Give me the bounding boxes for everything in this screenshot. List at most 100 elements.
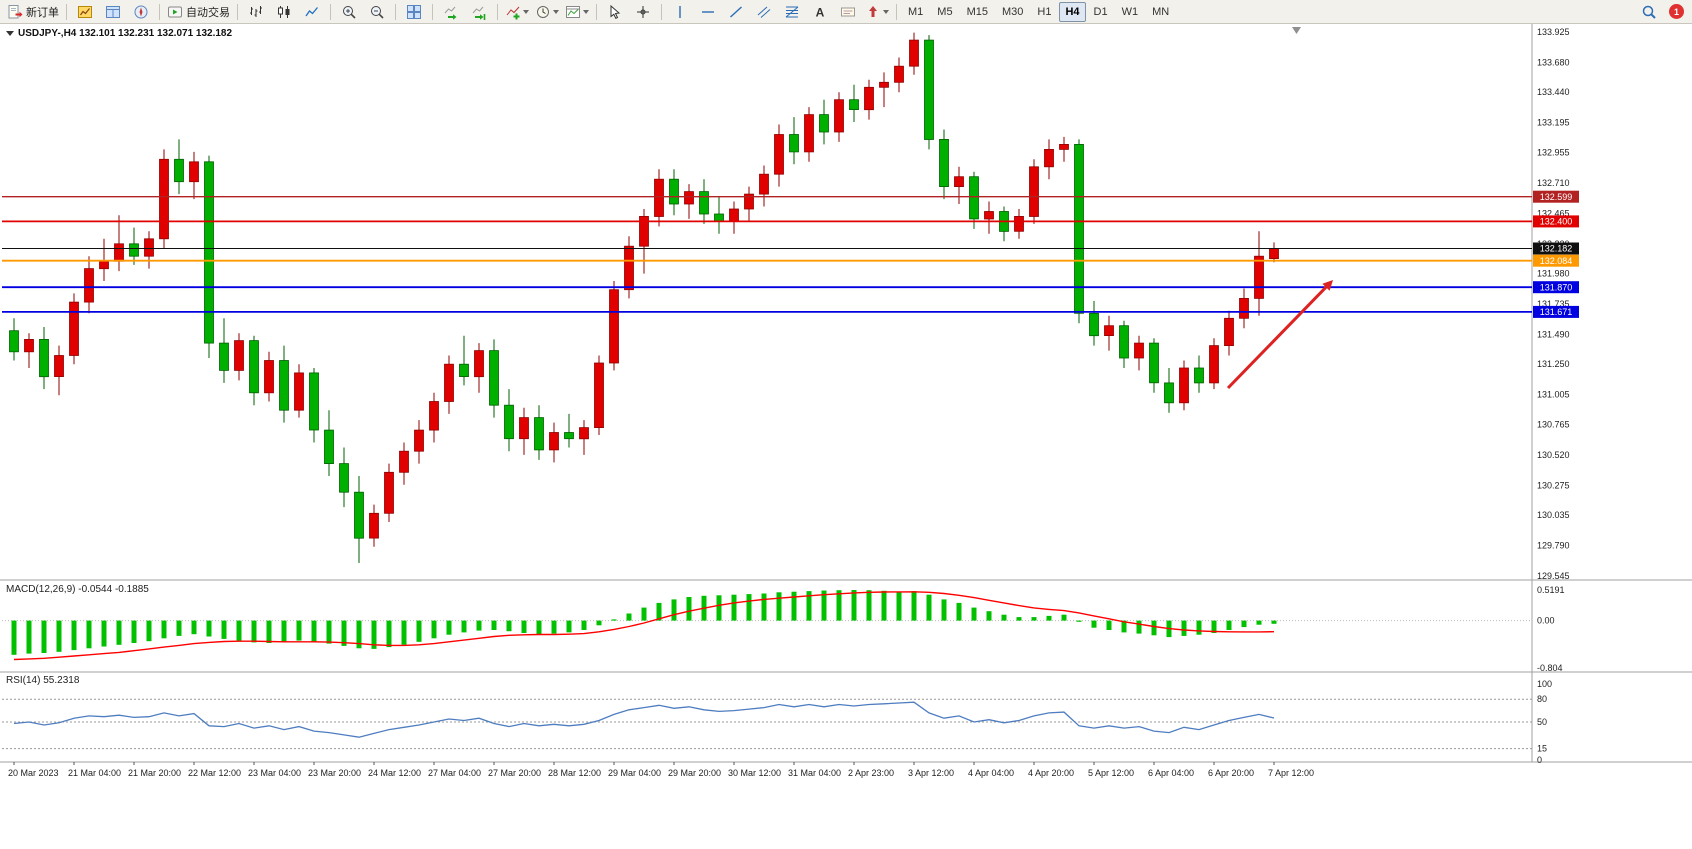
toolbar-right-group: 1 xyxy=(1635,1,1684,23)
candle-body xyxy=(324,429,334,465)
candle-body xyxy=(1269,248,1279,260)
candle-body xyxy=(39,338,49,378)
svg-text:23 Mar 20:00: 23 Mar 20:00 xyxy=(308,768,361,778)
indicators-button[interactable] xyxy=(502,1,532,23)
candle-body xyxy=(984,211,994,220)
vertical-line-button[interactable] xyxy=(666,1,694,23)
candle-body xyxy=(1194,367,1204,384)
data-window-icon xyxy=(106,5,120,18)
price-axis[interactable]: 133.925 133.680 133.440 133.195 132.955 132.7… xyxy=(1537,27,1570,581)
svg-text:133.925: 133.925 xyxy=(1537,27,1570,37)
bar-chart-icon xyxy=(250,5,262,17)
tf-d1-button[interactable]: D1 xyxy=(1093,5,1108,18)
periods-button[interactable] xyxy=(532,1,562,23)
auto-scroll-button[interactable] xyxy=(437,1,465,23)
macd-bar xyxy=(1076,620,1082,622)
tf-w1-button[interactable]: W1 xyxy=(1121,5,1139,18)
macd-bar xyxy=(71,620,77,651)
channel-button[interactable] xyxy=(750,1,778,23)
candle-body xyxy=(309,372,319,431)
tf-m1-button[interactable]: M1 xyxy=(908,5,924,18)
market-watch-button[interactable] xyxy=(71,1,99,23)
arrows-icon xyxy=(869,5,877,17)
collapse-triangle-icon[interactable] xyxy=(6,31,14,36)
candle-body xyxy=(1134,342,1144,359)
data-window-button[interactable] xyxy=(99,1,127,23)
svg-text:0: 0 xyxy=(1537,755,1542,765)
macd-bar xyxy=(971,607,977,621)
text-label-button[interactable] xyxy=(834,1,862,23)
svg-text:133.195: 133.195 xyxy=(1537,118,1570,128)
zoom-in-icon xyxy=(343,5,356,19)
templates-button[interactable] xyxy=(562,1,592,23)
horizontal-line-button[interactable] xyxy=(694,1,722,23)
line-chart-button[interactable] xyxy=(298,1,326,23)
zoom-in-button[interactable] xyxy=(335,1,363,23)
candles xyxy=(9,32,1279,563)
zoom-out-icon xyxy=(371,5,384,19)
cursor-button[interactable] xyxy=(601,1,629,23)
tf-m15-button[interactable]: M15 xyxy=(966,5,988,18)
arrows-button[interactable] xyxy=(862,1,892,23)
new-order-button[interactable]: 新订单 xyxy=(4,1,62,23)
tf-h4-button[interactable]: H4 xyxy=(1059,1,1086,22)
candle-body xyxy=(1209,345,1219,384)
candle-body xyxy=(189,161,199,183)
tf-m30-button[interactable]: M30 xyxy=(1001,5,1024,18)
bar-chart-button[interactable] xyxy=(242,1,270,23)
fibonacci-icon xyxy=(785,6,799,17)
svg-text:132.710: 132.710 xyxy=(1537,178,1570,188)
hline-icon xyxy=(702,10,714,13)
line-chart-icon xyxy=(305,6,318,16)
svg-text:130.035: 130.035 xyxy=(1537,510,1570,520)
chart-shift-button[interactable] xyxy=(465,1,493,23)
macd-bar xyxy=(926,594,932,621)
candle-body xyxy=(1224,317,1234,346)
macd-bar xyxy=(1271,620,1277,624)
chart-shift-marker[interactable] xyxy=(1292,27,1301,34)
macd-bar xyxy=(716,595,722,621)
fibonacci-button[interactable] xyxy=(778,1,806,23)
macd-bar xyxy=(536,620,542,635)
zoom-out-button[interactable] xyxy=(363,1,391,23)
toolbar-separator xyxy=(432,3,433,20)
tf-mn-button[interactable]: MN xyxy=(1152,5,1170,18)
macd-bar xyxy=(326,620,332,644)
macd-bar xyxy=(521,620,527,633)
rsi-label: RSI(14) 55.2318 xyxy=(6,675,80,686)
svg-text:130.765: 130.765 xyxy=(1537,420,1570,430)
macd-bar xyxy=(1181,620,1187,636)
search-button[interactable] xyxy=(1635,1,1663,23)
notifications-badge[interactable]: 1 xyxy=(1669,4,1684,19)
candle-body xyxy=(114,243,124,262)
candle-body xyxy=(609,289,619,364)
text-button[interactable]: A xyxy=(806,1,834,23)
tile-windows-button[interactable] xyxy=(400,1,428,23)
macd-bar xyxy=(776,592,782,621)
candle-body xyxy=(129,243,139,257)
candle-chart-button[interactable] xyxy=(270,1,298,23)
autotrading-button[interactable]: 自动交易 xyxy=(164,1,233,23)
tf-m5-button[interactable]: M5 xyxy=(937,5,953,18)
svg-text:0.00: 0.00 xyxy=(1537,616,1555,626)
svg-text:131.671: 131.671 xyxy=(1540,307,1573,317)
chart-window[interactable]: 133.925 133.680 133.440 133.195 132.955 132.7… xyxy=(0,24,1692,849)
chart-canvas[interactable]: 133.925 133.680 133.440 133.195 132.955 132.7… xyxy=(0,24,1692,849)
toolbar-separator xyxy=(66,3,67,20)
navigator-button[interactable] xyxy=(127,1,155,23)
trend-arrow-annotation[interactable] xyxy=(1226,280,1333,390)
candle-body xyxy=(879,81,889,88)
candle-body xyxy=(54,355,64,378)
tf-h1-button[interactable]: H1 xyxy=(1037,5,1052,18)
macd-bar xyxy=(806,591,812,621)
macd-bar xyxy=(176,620,182,636)
svg-text:21 Mar 20:00: 21 Mar 20:00 xyxy=(128,768,181,778)
candle-body xyxy=(774,134,784,175)
macd-bar xyxy=(1016,617,1022,621)
crosshair-button[interactable] xyxy=(629,1,657,23)
svg-text:23 Mar 04:00: 23 Mar 04:00 xyxy=(248,768,301,778)
toolbar-separator xyxy=(596,3,597,20)
candle-body xyxy=(744,193,754,210)
trendline-button[interactable] xyxy=(722,1,750,23)
time-axis[interactable]: 20 Mar 2023 21 Mar 04:00 21 Mar 20:00 22 Ma… xyxy=(8,762,1314,778)
